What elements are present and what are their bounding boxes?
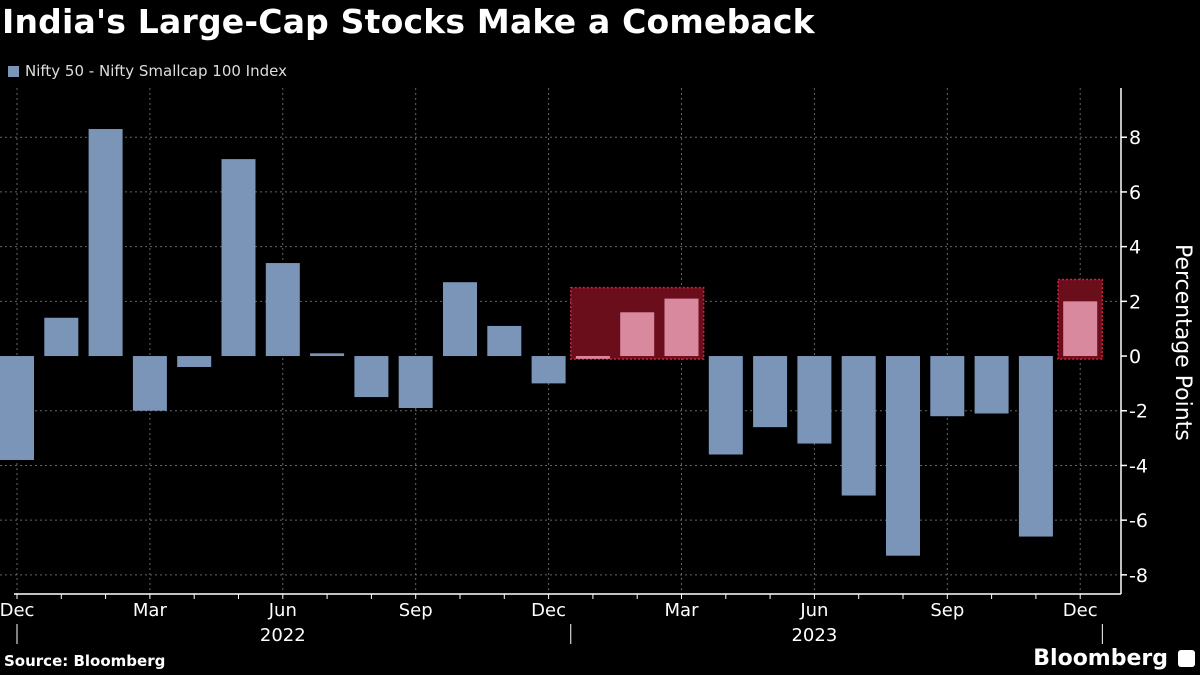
year-label: 2022: [260, 625, 306, 646]
bar: [974, 356, 1009, 414]
bloomberg-chart-icon: [1178, 650, 1195, 667]
year-label: 2023: [791, 625, 837, 646]
bar: [1063, 301, 1098, 357]
legend-swatch: [8, 65, 19, 77]
x-tick-label: Sep: [399, 600, 433, 621]
y-tick-label: 8: [1129, 127, 1141, 149]
bar: [575, 356, 610, 359]
bar: [132, 356, 167, 411]
x-tick-label: Sep: [930, 600, 964, 621]
x-tick-label: Dec: [0, 600, 34, 621]
bar: [841, 356, 876, 496]
bar: [221, 159, 256, 357]
legend: Nifty 50 - Nifty Smallcap 100 Index: [8, 62, 287, 80]
bar: [265, 263, 300, 357]
bar: [177, 356, 212, 367]
y-tick-label: 0: [1129, 346, 1141, 368]
bar: [487, 325, 522, 357]
bar: [310, 353, 345, 357]
y-tick-label: 4: [1129, 237, 1141, 259]
bar: [443, 282, 477, 357]
bar: [797, 356, 832, 444]
x-tick-label: Mar: [133, 600, 168, 621]
y-tick-label: -4: [1129, 455, 1148, 477]
bar: [88, 129, 123, 357]
x-tick-label: Dec: [531, 600, 566, 621]
y-tick-label: 2: [1129, 291, 1141, 313]
bar: [886, 356, 920, 556]
bar: [44, 317, 79, 357]
x-tick-label: Dec: [1063, 600, 1098, 621]
x-tick-label: Mar: [665, 600, 700, 621]
y-tick-label: -2: [1129, 401, 1148, 423]
x-tick-label: Jun: [799, 600, 828, 621]
bar: [354, 356, 389, 398]
y-tick-label: 6: [1129, 182, 1141, 204]
bar: [664, 298, 699, 357]
bar: [930, 356, 965, 417]
y-tick-label: -6: [1129, 510, 1148, 532]
bar: [0, 356, 34, 460]
bar: [708, 356, 743, 455]
bar: [620, 312, 655, 357]
x-tick-label: Jun: [268, 600, 297, 621]
y-axis-label: Percentage Points: [1170, 244, 1195, 441]
bar: [1018, 356, 1053, 537]
y-tick-label: -8: [1129, 565, 1148, 587]
bar: [398, 356, 433, 409]
bloomberg-logo: Bloomberg: [1033, 646, 1168, 671]
source-note: Source: Bloomberg: [4, 652, 166, 670]
chart-title: India's Large-Cap Stocks Make a Comeback: [2, 2, 815, 41]
bar: [753, 356, 788, 428]
bar: [531, 356, 566, 384]
legend-label: Nifty 50 - Nifty Smallcap 100 Index: [25, 62, 287, 80]
